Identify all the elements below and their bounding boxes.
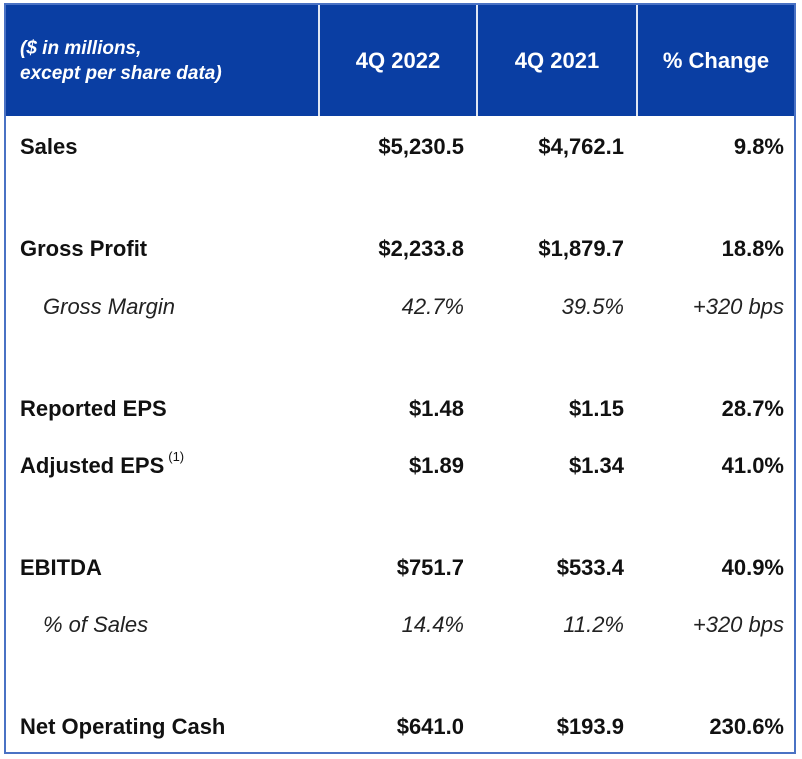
value-pct-change: 28.7%: [721, 396, 784, 421]
header-units-label: ($ in millions, except per share data): [6, 5, 320, 116]
value-4q-2021: $1.34: [568, 453, 624, 478]
row-label: Adjusted EPS: [20, 453, 165, 478]
value-4q-2022: 14.4%: [401, 612, 464, 637]
value-4q-2021: $1,879.7: [538, 236, 624, 261]
value-4q-2022: $641.0: [396, 714, 464, 739]
footnote-marker: (1): [168, 449, 185, 464]
table-row-ebitda: EBITDA $751.7 $533.4 40.9%: [6, 550, 794, 586]
row-label: Net Operating Cash: [20, 714, 226, 739]
value-pct-change: 18.8%: [721, 236, 784, 261]
header-units-line2: except per share data): [20, 62, 222, 84]
row-label: Gross Margin: [43, 294, 176, 319]
table-header: ($ in millions, except per share data) 4…: [6, 5, 794, 116]
value-pct-change: 9.8%: [733, 134, 784, 159]
value-4q-2022: $751.7: [396, 555, 464, 580]
row-label-wrap: Adjusted EPS (1): [6, 449, 320, 479]
table-row-pct-of-sales: % of Sales 14.4% 11.2% +320 bps: [6, 607, 794, 643]
row-label: Gross Profit: [20, 236, 148, 261]
value-4q-2021: $193.9: [556, 714, 624, 739]
value-4q-2022: $2,233.8: [378, 236, 464, 261]
value-4q-2022: $5,230.5: [378, 134, 464, 159]
value-pct-change: 40.9%: [721, 555, 784, 580]
header-units-line1: ($ in millions,: [20, 37, 142, 59]
value-4q-2022: $1.48: [408, 396, 464, 421]
value-pct-change: 41.0%: [721, 453, 784, 478]
value-pct-change: +320 bps: [692, 294, 784, 319]
header-4q-2021: 4Q 2021: [478, 5, 638, 116]
table-row-net-operating-cash: Net Operating Cash $641.0 $193.9 230.6%: [6, 709, 794, 745]
value-pct-change: 230.6%: [709, 714, 784, 739]
table-row-gross-profit: Gross Profit $2,233.8 $1,879.7 18.8%: [6, 231, 794, 267]
value-4q-2021: 39.5%: [561, 294, 624, 319]
header-4q-2022: 4Q 2022: [320, 5, 478, 116]
value-4q-2021: $4,762.1: [538, 134, 624, 159]
table-row-sales: Sales $5,230.5 $4,762.1 9.8%: [6, 129, 794, 165]
table-row-reported-eps: Reported EPS $1.48 $1.15 28.7%: [6, 391, 794, 427]
value-pct-change: +320 bps: [692, 612, 784, 637]
value-4q-2021: $1.15: [568, 396, 624, 421]
table-row-gross-margin: Gross Margin 42.7% 39.5% +320 bps: [6, 289, 794, 325]
header-pct-change: % Change: [662, 47, 770, 73]
value-4q-2021: 11.2%: [563, 612, 624, 637]
value-4q-2022: 42.7%: [401, 294, 464, 319]
financial-summary-table: ($ in millions, except per share data) 4…: [4, 3, 796, 754]
table-row-adjusted-eps: Adjusted EPS (1) $1.89 $1.34 41.0%: [6, 448, 794, 484]
value-4q-2021: $533.4: [556, 555, 624, 580]
row-label: % of Sales: [43, 612, 149, 637]
row-label: Sales: [20, 134, 78, 159]
value-4q-2022: $1.89: [408, 453, 464, 478]
row-label: EBITDA: [20, 555, 102, 580]
row-label: Reported EPS: [20, 396, 167, 421]
